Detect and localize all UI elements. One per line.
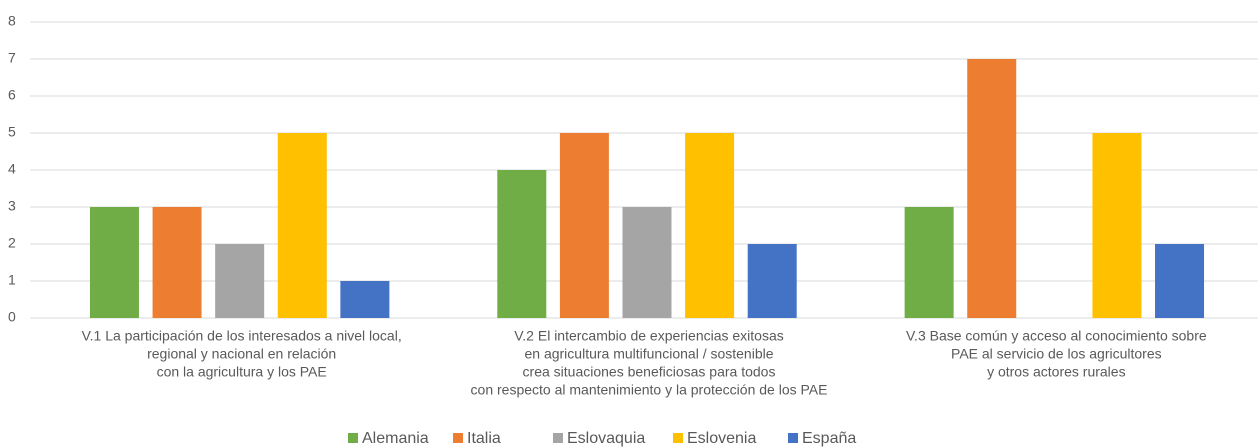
bar <box>685 133 735 318</box>
bar <box>967 59 1017 318</box>
x-tick-label: regional y nacional en relación <box>147 346 336 362</box>
y-tick-label: 2 <box>8 235 16 251</box>
y-tick-label: 3 <box>8 198 16 214</box>
x-tick-label: con la agricultura y los PAE <box>157 364 327 380</box>
y-tick-label: 8 <box>8 13 16 29</box>
bar <box>1155 244 1205 318</box>
bar <box>89 207 139 318</box>
legend-label: Italia <box>467 430 501 447</box>
x-tick-label: con respecto al mantenimiento y la prote… <box>471 382 828 398</box>
legend-swatch <box>348 433 358 443</box>
legend-swatch <box>553 433 563 443</box>
x-tick-label: y otros actores rurales <box>987 364 1126 380</box>
y-tick-label: 0 <box>8 309 16 325</box>
legend-label: España <box>802 430 856 447</box>
y-tick-label: 4 <box>8 161 16 177</box>
legend-label: Eslovenia <box>687 430 756 447</box>
y-tick-label: 6 <box>8 87 16 103</box>
y-tick-label: 7 <box>8 50 16 66</box>
legend-swatch <box>788 433 798 443</box>
bar <box>277 133 327 318</box>
legend-swatch <box>673 433 683 443</box>
bar <box>622 207 672 318</box>
legend-swatch <box>453 433 463 443</box>
x-tick-label: V.3 Base común y acceso al conocimiento … <box>906 328 1207 344</box>
bar <box>340 281 390 318</box>
bar <box>215 244 265 318</box>
legend-label: Eslovaquia <box>567 430 645 447</box>
legend-label: Alemania <box>362 430 429 447</box>
x-tick-label: PAE al servicio de los agricultores <box>951 346 1162 362</box>
bar <box>559 133 609 318</box>
y-tick-label: 1 <box>8 272 16 288</box>
x-tick-label: crea situaciones beneficiosas para todos <box>523 364 776 380</box>
x-tick-label: V.1 La participación de los interesados … <box>82 328 402 344</box>
bar <box>152 207 202 318</box>
x-tick-label: V.2 El intercambio de experiencias exito… <box>514 328 784 344</box>
bar <box>497 170 547 318</box>
x-tick-label: en agricultura multifuncional / sostenib… <box>524 346 773 362</box>
bar <box>747 244 797 318</box>
y-tick-label: 5 <box>8 124 16 140</box>
bar <box>904 207 954 318</box>
bar <box>1092 133 1142 318</box>
